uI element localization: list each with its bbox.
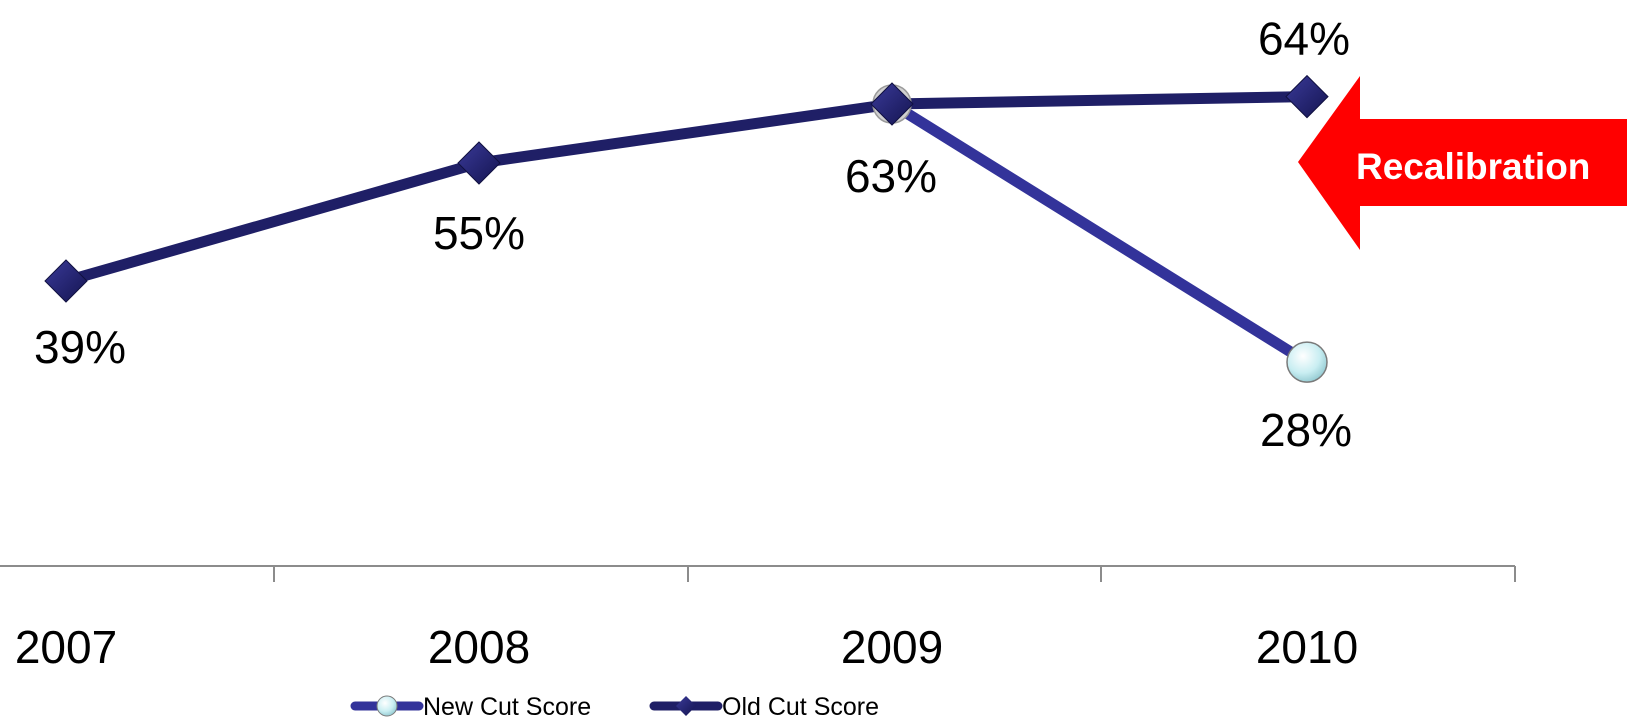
marker-old-cut-score-2007 bbox=[44, 259, 88, 303]
marker-old-cut-score-2008 bbox=[457, 141, 501, 185]
callout-text: Recalibration bbox=[1356, 146, 1590, 187]
legend-item-old-cut-score: Old Cut Score bbox=[649, 693, 879, 719]
series-layer bbox=[60, 91, 1313, 368]
data-label-old-cut-score-2010: 64% bbox=[1258, 13, 1350, 65]
data-label-old-cut-score-2008: 55% bbox=[433, 207, 525, 259]
x-tick-label-2007: 2007 bbox=[15, 621, 117, 673]
legend-marker-old-cut-score bbox=[676, 696, 696, 716]
legend-marker-new-cut-score bbox=[376, 695, 398, 717]
series-line-old-cut-score bbox=[60, 91, 1313, 287]
marker-layer bbox=[44, 74, 1329, 383]
data-label-new-cut-score-2010: 28% bbox=[1260, 404, 1352, 456]
legend-item-new-cut-score: New Cut Score bbox=[350, 693, 591, 719]
series-line-new-cut-score bbox=[886, 98, 1313, 368]
marker-old-cut-score-2009 bbox=[870, 82, 914, 126]
marker-new-cut-score-2010 bbox=[1286, 341, 1328, 383]
marker-old-cut-score-2010 bbox=[1285, 74, 1329, 119]
legend-label-old-cut-score: Old Cut Score bbox=[722, 693, 879, 719]
x-tick-label-2010: 2010 bbox=[1256, 621, 1358, 673]
legend: New Cut Score Old Cut Score bbox=[350, 693, 879, 719]
data-label-old-cut-score-2007: 39% bbox=[34, 321, 126, 373]
left-arrow-shape bbox=[1298, 76, 1627, 250]
data-label-old-cut-score-2009: 63% bbox=[845, 150, 937, 202]
x-tick-label-2009: 2009 bbox=[841, 621, 943, 673]
recalibration-callout: Recalibration bbox=[1298, 76, 1627, 250]
legend-label-new-cut-score: New Cut Score bbox=[423, 693, 591, 719]
data-label-layer: 28% 39% 55% 63% 64% bbox=[34, 13, 1352, 457]
x-tick-label-2008: 2008 bbox=[428, 621, 530, 673]
x-axis-tick-labels: 2007 2008 2009 2010 bbox=[15, 621, 1358, 673]
x-axis-ticks bbox=[273, 566, 1516, 582]
